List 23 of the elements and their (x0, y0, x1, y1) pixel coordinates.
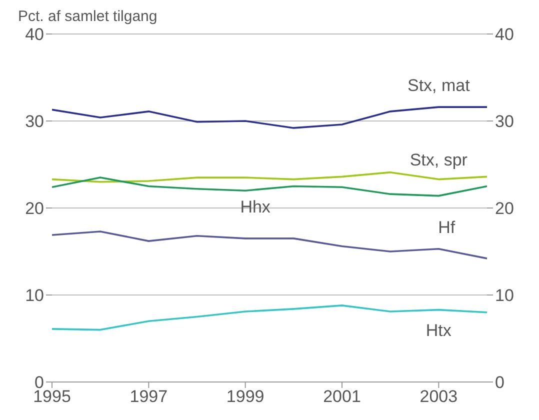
x-tick-label: 1997 (130, 387, 168, 406)
x-tick-label: 2003 (420, 387, 458, 406)
y2-tick-label: 0 (495, 373, 504, 392)
series-label: Stx, mat (407, 76, 470, 96)
series-label: Stx, spr (410, 150, 468, 170)
x-tick-label: 1995 (33, 387, 71, 406)
line-series (52, 106, 487, 129)
y-tick-label: 20 (25, 199, 44, 218)
y-tick-label: 40 (25, 25, 44, 44)
series-label: Hhx (240, 198, 271, 217)
series-label: Htx (426, 320, 452, 340)
y2-tick-label: 10 (495, 286, 514, 306)
y2-tick-label: 20 (495, 199, 514, 218)
series-label: Hf (438, 218, 456, 237)
line-series (52, 171, 487, 183)
line-series (52, 176, 487, 197)
y-tick-label: 10 (25, 286, 44, 306)
x-tick-label: 1999 (226, 387, 264, 406)
y-axis-title: Pct. af samlet tilgang (18, 8, 158, 25)
y2-tick-label: 30 (495, 112, 514, 132)
x-tick-label: 2001 (323, 387, 361, 406)
y2-tick-label: 40 (495, 25, 514, 44)
y-tick-label: 30 (25, 112, 44, 132)
